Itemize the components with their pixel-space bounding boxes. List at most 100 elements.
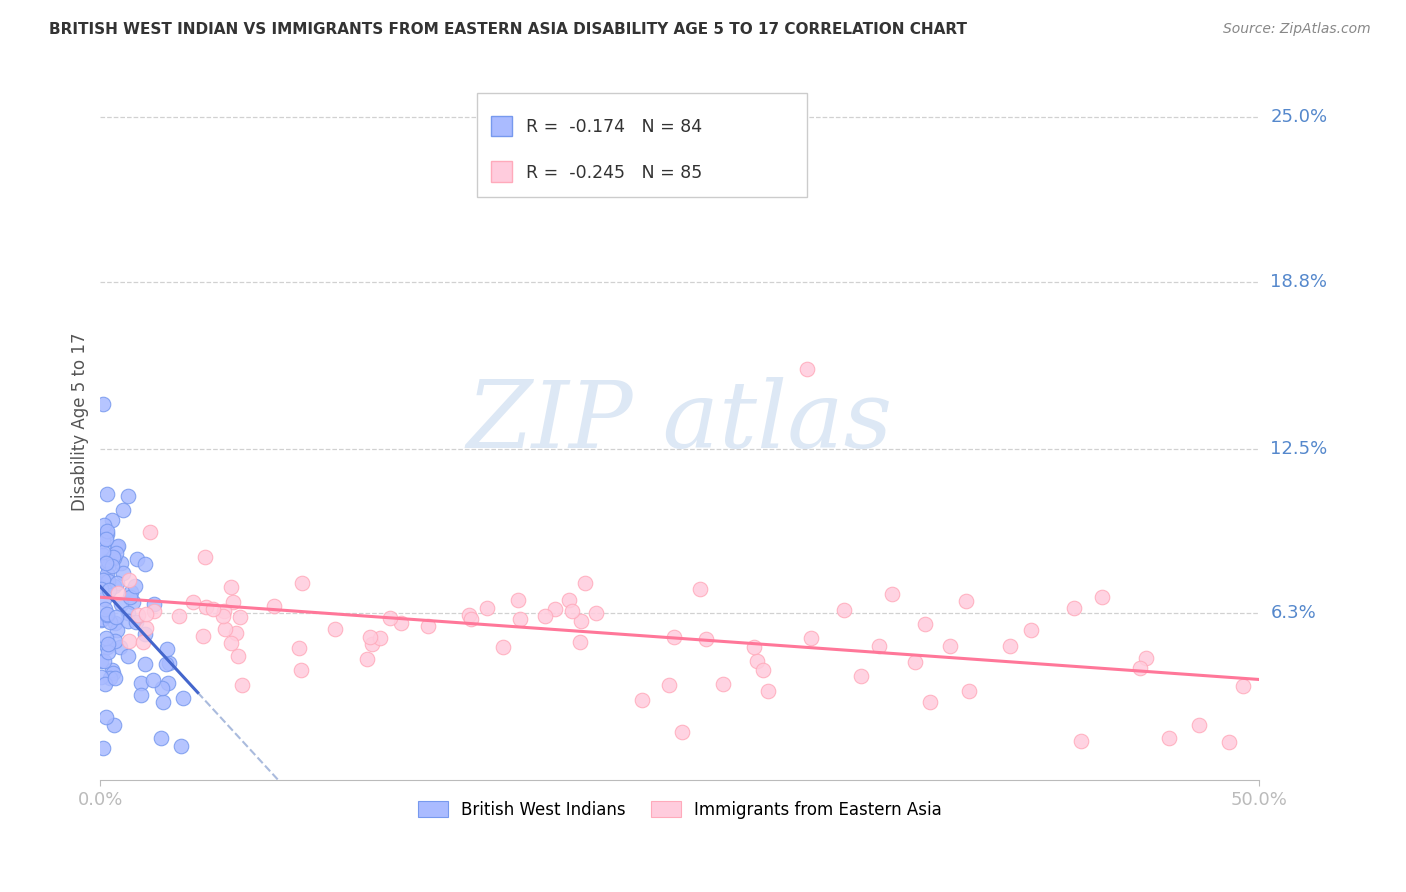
- Point: [134, 557, 156, 571]
- Point: [91, 545, 114, 559]
- Point: [105, 540, 128, 554]
- Point: [93, 518, 115, 533]
- Point: [117, 614, 139, 628]
- Point: [477, 601, 499, 615]
- Point: [509, 612, 531, 626]
- Point: [93, 601, 115, 615]
- Point: [212, 604, 235, 618]
- Point: [120, 585, 142, 599]
- Point: [97, 560, 120, 574]
- Point: [96, 572, 118, 586]
- Point: [1063, 600, 1085, 615]
- Point: [143, 597, 166, 611]
- Point: [574, 576, 596, 591]
- Point: [671, 724, 693, 739]
- Point: [90, 613, 112, 627]
- Point: [157, 656, 180, 670]
- Point: [359, 630, 381, 644]
- Point: [94, 532, 117, 546]
- Point: [201, 602, 224, 616]
- Point: [585, 606, 607, 620]
- Point: [418, 619, 440, 633]
- Point: [224, 626, 246, 640]
- Point: [172, 690, 194, 705]
- Point: [150, 681, 173, 695]
- Point: [290, 663, 312, 677]
- Point: [101, 513, 124, 527]
- Point: [138, 524, 160, 539]
- Point: [751, 663, 773, 677]
- Point: [1070, 734, 1092, 748]
- Point: [695, 632, 717, 647]
- Point: [152, 695, 174, 709]
- FancyBboxPatch shape: [491, 161, 512, 182]
- Point: [127, 608, 149, 623]
- Point: [1218, 735, 1240, 749]
- Point: [91, 548, 114, 562]
- Point: [96, 607, 118, 622]
- Point: [98, 615, 121, 630]
- Point: [291, 576, 314, 591]
- Text: R =  -0.174   N = 84: R = -0.174 N = 84: [526, 118, 702, 136]
- Point: [914, 617, 936, 632]
- Point: [745, 654, 768, 668]
- Point: [129, 676, 152, 690]
- Point: [131, 688, 153, 702]
- Point: [97, 645, 120, 659]
- Text: 6.3%: 6.3%: [1271, 604, 1316, 623]
- Point: [194, 600, 217, 615]
- Point: [181, 595, 204, 609]
- Point: [105, 610, 128, 624]
- Point: [104, 615, 127, 630]
- Point: [904, 656, 927, 670]
- Y-axis label: Disability Age 5 to 17: Disability Age 5 to 17: [72, 333, 89, 511]
- Point: [105, 576, 128, 591]
- Point: [1232, 680, 1254, 694]
- Point: [91, 612, 114, 626]
- Point: [212, 608, 235, 623]
- Point: [457, 608, 479, 623]
- Text: ZIP atlas: ZIP atlas: [467, 377, 893, 467]
- Point: [939, 639, 962, 653]
- Point: [492, 640, 515, 654]
- Point: [263, 599, 285, 613]
- Point: [117, 573, 139, 587]
- Point: [568, 635, 591, 649]
- Point: [110, 556, 132, 570]
- Point: [800, 631, 823, 645]
- Point: [96, 640, 118, 655]
- Point: [658, 677, 681, 691]
- Point: [91, 533, 114, 548]
- Point: [167, 609, 190, 624]
- Point: [226, 649, 249, 664]
- Point: [957, 684, 980, 698]
- Point: [97, 574, 120, 588]
- Point: [534, 608, 557, 623]
- Point: [117, 648, 139, 663]
- Point: [98, 671, 121, 685]
- Point: [94, 631, 117, 645]
- Text: R =  -0.245   N = 85: R = -0.245 N = 85: [526, 163, 702, 182]
- Point: [323, 623, 346, 637]
- Point: [98, 582, 121, 597]
- Point: [157, 676, 180, 690]
- Point: [91, 741, 114, 756]
- Point: [91, 573, 114, 587]
- Point: [170, 739, 193, 753]
- Point: [134, 657, 156, 672]
- Point: [149, 731, 172, 745]
- Point: [124, 579, 146, 593]
- Point: [832, 603, 855, 617]
- Point: [101, 666, 124, 681]
- Point: [796, 362, 818, 376]
- Point: [287, 641, 309, 656]
- Point: [1135, 651, 1157, 665]
- Point: [219, 636, 242, 650]
- Point: [711, 677, 734, 691]
- Point: [231, 678, 253, 692]
- FancyBboxPatch shape: [491, 116, 512, 136]
- Point: [389, 615, 412, 630]
- Point: [1129, 661, 1152, 675]
- Point: [96, 526, 118, 541]
- Point: [91, 396, 114, 410]
